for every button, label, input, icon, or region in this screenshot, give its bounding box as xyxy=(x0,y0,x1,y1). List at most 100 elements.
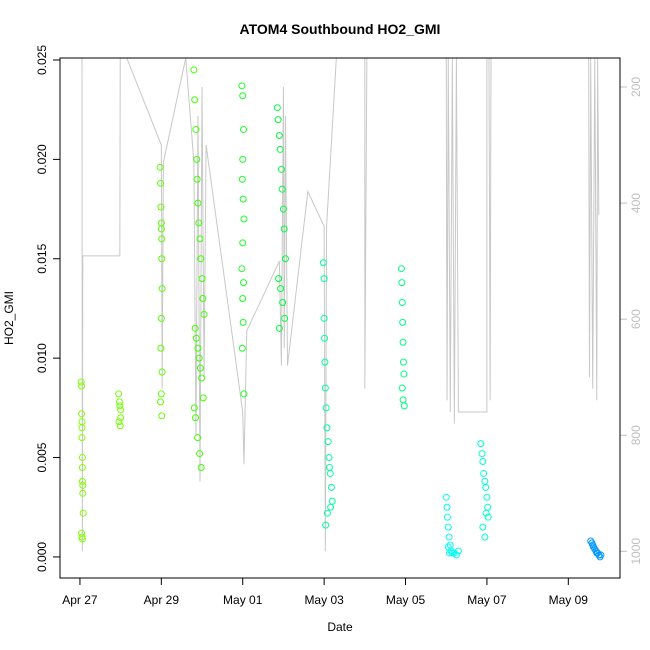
point xyxy=(482,509,490,517)
point xyxy=(398,384,406,392)
x-tick-label: May 03 xyxy=(304,593,344,607)
point xyxy=(450,549,458,557)
point xyxy=(398,279,406,287)
y-tick-label: 0.000 xyxy=(35,542,49,572)
point xyxy=(192,126,200,134)
point xyxy=(158,285,166,293)
point xyxy=(325,454,333,462)
point xyxy=(443,513,451,521)
point xyxy=(239,92,247,100)
point xyxy=(280,225,288,233)
y2-tick-label: 800 xyxy=(629,425,643,445)
x-axis-label: Date xyxy=(327,620,353,634)
point xyxy=(194,199,202,207)
point xyxy=(321,334,329,342)
point xyxy=(454,547,462,555)
point xyxy=(239,295,247,303)
point xyxy=(400,370,408,378)
point xyxy=(79,489,87,497)
point xyxy=(190,404,198,412)
y2-tick-label: 1000 xyxy=(629,538,643,565)
point xyxy=(240,126,248,134)
point xyxy=(194,434,202,442)
point xyxy=(117,406,125,414)
point xyxy=(238,175,246,183)
point xyxy=(196,364,204,372)
point xyxy=(477,440,485,448)
point xyxy=(479,523,487,531)
point xyxy=(484,503,492,511)
point xyxy=(321,358,329,366)
point xyxy=(238,344,246,352)
point xyxy=(199,394,207,402)
point xyxy=(239,318,247,326)
point xyxy=(274,116,282,124)
point xyxy=(79,481,87,489)
point xyxy=(443,503,451,511)
point xyxy=(117,414,125,422)
x-tick-label: May 01 xyxy=(223,593,263,607)
point xyxy=(442,493,450,501)
point xyxy=(328,497,336,505)
point xyxy=(116,402,124,410)
x-tick-label: May 05 xyxy=(386,593,426,607)
point xyxy=(281,314,289,322)
x-tick-label: May 09 xyxy=(549,593,589,607)
point xyxy=(398,298,406,306)
point xyxy=(481,477,489,485)
chart-title: ATOM4 Southbound HO2_GMI xyxy=(240,21,441,37)
point xyxy=(191,96,199,104)
point xyxy=(326,469,334,477)
point xyxy=(78,434,86,442)
point xyxy=(197,255,205,263)
point xyxy=(240,215,248,223)
point xyxy=(597,551,605,559)
point xyxy=(115,418,123,426)
point xyxy=(157,390,165,398)
point xyxy=(482,483,490,491)
point xyxy=(399,318,407,326)
point xyxy=(78,454,86,462)
point xyxy=(192,334,200,342)
point xyxy=(190,66,198,74)
point xyxy=(320,275,328,283)
point xyxy=(279,298,287,306)
point xyxy=(399,396,407,404)
point xyxy=(157,225,165,233)
point xyxy=(157,179,165,187)
point xyxy=(319,259,327,267)
pressure-line xyxy=(79,57,600,552)
point xyxy=(116,422,124,430)
point xyxy=(239,155,247,163)
point xyxy=(448,549,456,557)
y-tick-label: 0.025 xyxy=(35,45,49,75)
y-tick-label: 0.010 xyxy=(35,343,49,373)
point xyxy=(196,450,204,458)
y-axis-label: HO2_GMI xyxy=(2,291,16,345)
point xyxy=(399,358,407,366)
point xyxy=(240,390,248,398)
point xyxy=(115,398,123,406)
x-tick-label: May 07 xyxy=(467,593,507,607)
point xyxy=(323,509,331,517)
point xyxy=(275,275,283,283)
point xyxy=(445,549,453,557)
point xyxy=(480,469,488,477)
point xyxy=(325,463,333,471)
point xyxy=(78,463,86,471)
point xyxy=(78,382,86,390)
point xyxy=(278,185,286,193)
point xyxy=(193,175,201,183)
point xyxy=(195,219,203,227)
point xyxy=(78,424,86,432)
point xyxy=(115,390,123,398)
point xyxy=(195,354,203,362)
point xyxy=(238,265,246,273)
point xyxy=(277,285,285,293)
point xyxy=(157,203,165,211)
point xyxy=(158,235,166,243)
x-tick-label: Apr 29 xyxy=(144,593,180,607)
y2-tick-label: 400 xyxy=(629,193,643,213)
point xyxy=(197,463,205,471)
point xyxy=(198,374,206,382)
